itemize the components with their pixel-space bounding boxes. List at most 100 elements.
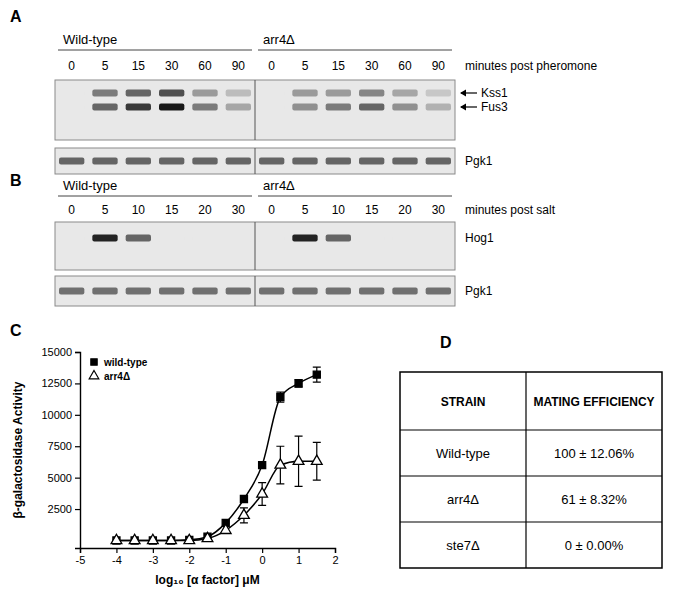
band: [359, 104, 384, 111]
table-cell: 100 ± 12.06%: [554, 446, 635, 461]
marker: [259, 462, 266, 469]
table-rule: [400, 521, 662, 522]
tick-label: 0: [260, 554, 266, 566]
marker: [275, 459, 286, 468]
legend-label: wild-type: [103, 357, 148, 368]
marker: [111, 534, 122, 543]
table-header: MATING EFFICIENCY: [533, 395, 654, 409]
tick: -5: [76, 548, 86, 566]
table-cell: arr4Δ: [447, 492, 479, 507]
error-bar: [276, 392, 284, 402]
band: [226, 90, 251, 97]
time-label: 60: [198, 59, 212, 73]
band: [159, 235, 184, 242]
band: [192, 90, 217, 97]
band: [292, 158, 317, 165]
tick-label: 2: [332, 554, 338, 566]
time-label: 5: [102, 59, 109, 73]
y-axis: 250050007500100001250015000: [41, 346, 80, 548]
tick-mark: [116, 548, 117, 553]
band-arrowhead: [460, 104, 466, 111]
time-label: 0: [268, 203, 275, 217]
time-label: 10: [332, 203, 346, 217]
band: [192, 158, 217, 165]
band: [126, 90, 151, 97]
marker: [202, 532, 213, 541]
legend-label: arr4Δ: [104, 371, 130, 382]
time-label: 15: [132, 59, 146, 73]
marker: [240, 495, 247, 502]
blot-panel: Wild-type0510152030arr4Δ0510152030minute…: [55, 178, 556, 306]
band: [59, 235, 84, 242]
panel-label: C: [10, 322, 22, 339]
tick-mark: [226, 548, 227, 553]
tick-label: 15000: [41, 346, 72, 358]
marker: [147, 534, 158, 543]
tick-mark: [75, 478, 80, 479]
marker: [220, 524, 231, 533]
band: [292, 288, 317, 295]
band: [392, 288, 417, 295]
band: [426, 288, 451, 295]
figure: ABCDWild-type0515306090arr4Δ0515306090mi…: [0, 0, 684, 611]
band: [426, 104, 451, 111]
blot-membrane: [55, 222, 455, 270]
legend: wild-type arr4Δ: [89, 357, 148, 382]
band: [59, 104, 84, 111]
group-label: arr4Δ: [263, 178, 295, 193]
tick-label: -2: [185, 554, 195, 566]
group-line: [258, 196, 452, 197]
table-rule: [400, 475, 662, 476]
tick: 2: [332, 548, 338, 566]
band: [359, 288, 384, 295]
tick-label: 12500: [41, 377, 72, 389]
time-label: 60: [398, 59, 412, 73]
series-line: [116, 375, 316, 541]
band: [192, 235, 217, 242]
tick: 0: [260, 548, 266, 566]
tick-label: 5000: [48, 472, 72, 484]
band: [426, 90, 451, 97]
chart: -5-4-3-2-1012250050007500100001250015000…: [11, 346, 339, 587]
tick-mark: [298, 548, 299, 553]
time-label: 0: [68, 59, 75, 73]
time-label: 90: [432, 59, 446, 73]
band: [392, 158, 417, 165]
band: [292, 90, 317, 97]
band: [426, 158, 451, 165]
tick: 12500: [41, 377, 80, 389]
table-rule: [400, 429, 662, 430]
plot-area: [111, 367, 322, 544]
time-label: 15: [332, 59, 346, 73]
time-axis-label: minutes post pheromone: [465, 59, 597, 73]
time-label: 30: [165, 59, 179, 73]
time-label: 90: [232, 59, 246, 73]
tick: 15000: [41, 346, 80, 358]
tick-label: -4: [112, 554, 122, 566]
tick: -3: [148, 548, 158, 566]
band: [192, 288, 217, 295]
error-bar: [313, 367, 321, 382]
tick: 2500: [48, 503, 80, 515]
tick-mark: [75, 352, 80, 353]
table-cell: ste7Δ: [446, 538, 480, 553]
band: [159, 288, 184, 295]
tick-mark: [189, 548, 190, 553]
band: [326, 104, 351, 111]
time-label: 15: [365, 203, 379, 217]
time-label: 10: [132, 203, 146, 217]
band: [226, 235, 251, 242]
band: [159, 158, 184, 165]
marker: [277, 394, 284, 401]
band: [92, 90, 117, 97]
tick-label: -1: [221, 554, 231, 566]
tick-mark: [75, 415, 80, 416]
band: [226, 288, 251, 295]
error-bar: [295, 380, 303, 388]
band: [259, 288, 284, 295]
time-label: 0: [268, 59, 275, 73]
marker: [311, 455, 322, 464]
y-axis-title: β-galactosidase Activity: [11, 381, 25, 518]
band-label: Pgk1: [465, 284, 493, 298]
band: [92, 104, 117, 111]
